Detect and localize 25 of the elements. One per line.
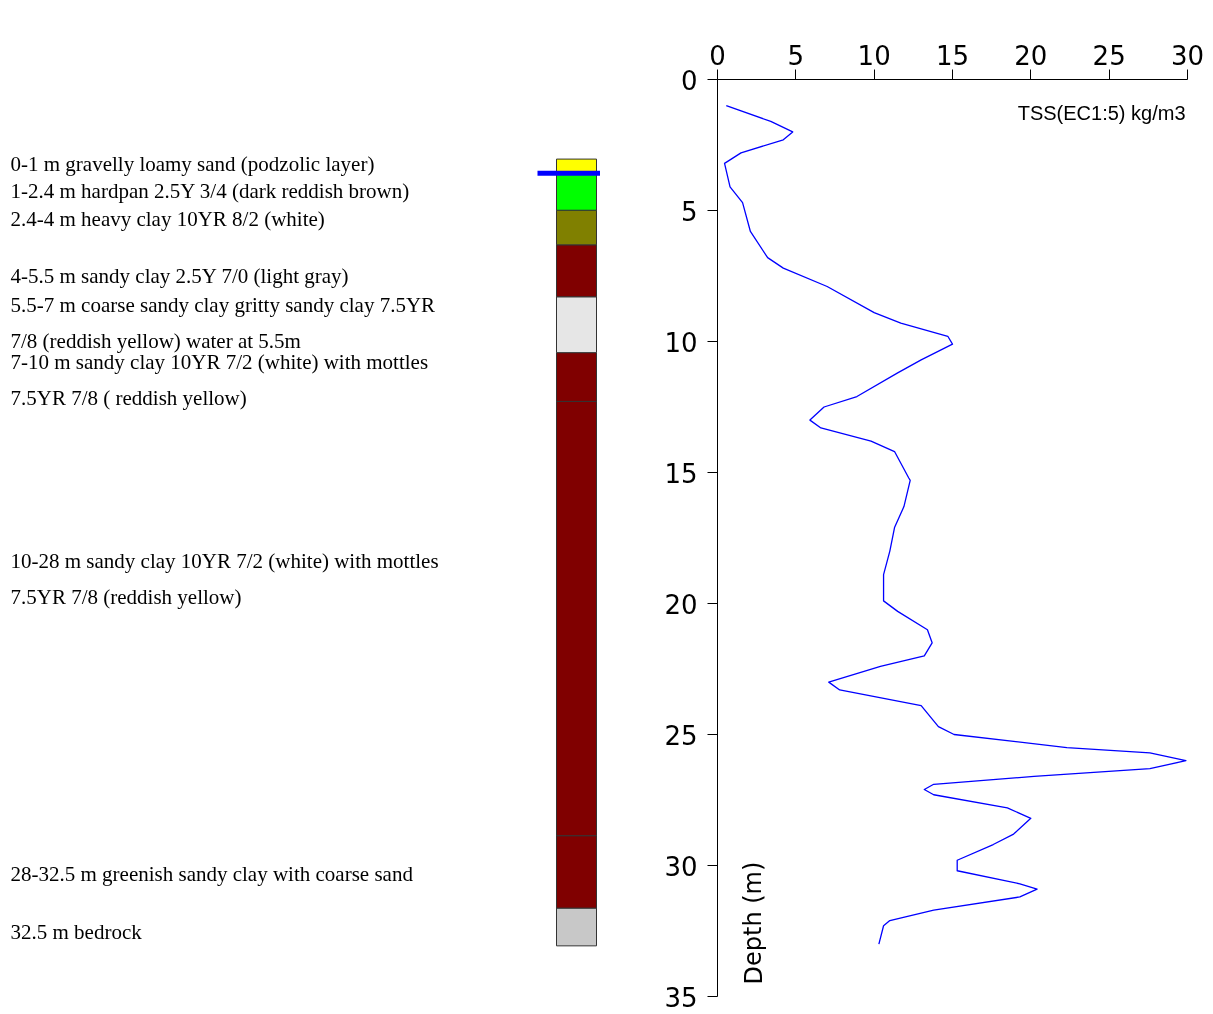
y-tick-label: 15 — [664, 458, 698, 489]
text: 32.5 m bedrock — [10, 919, 143, 944]
text: 1-2.4 m hardpan 2.5Y 3/4 (dark reddish brown) — [10, 178, 410, 203]
text: 4-5.5 m sandy clay 2.5Y 7/0 (light gray) — [10, 263, 349, 288]
text: 2.4-4 m heavy clay 10YR 8/2 (white) — [10, 207, 325, 232]
y-tick-label: 0 — [680, 65, 698, 96]
x-tick-label: 20 — [1014, 40, 1048, 71]
x-tick-label: 25 — [1092, 40, 1126, 71]
x-tick-label: 30 — [1170, 40, 1205, 71]
x-axis-title: TSS(EC1:5) kg/m3 — [1017, 101, 1186, 124]
y-tick-label: 30 — [664, 851, 698, 882]
text: 5.5-7 m coarse sandy clay gritty sandy clay 7.5YR 7/8 (reddish yellow) water at 5.5m — [10, 292, 436, 353]
x-tick-label: 0 — [709, 40, 726, 71]
text: 10-28 m sandy clay 10YR 7/2 (white) with mottles 7.5YR 7/8 (reddish yellow) — [10, 548, 439, 609]
y-tick-label: 25 — [664, 720, 698, 751]
y-tick-label: 10 — [664, 327, 698, 358]
y-tick-label: 35 — [664, 982, 698, 1013]
text: 28-32.5 m greenish sandy clay with coarse sand — [10, 861, 414, 886]
y-tick-label: 20 — [664, 589, 698, 620]
x-tick-label: 10 — [857, 40, 891, 71]
text: 0-1 m gravelly loamy sand (podzolic layer) — [10, 151, 375, 176]
y-axis-title: Depth (m) — [739, 861, 768, 985]
x-tick-label: 5 — [787, 40, 805, 71]
y-tick-label: 5 — [680, 196, 698, 227]
x-tick-label: 15 — [935, 40, 970, 71]
